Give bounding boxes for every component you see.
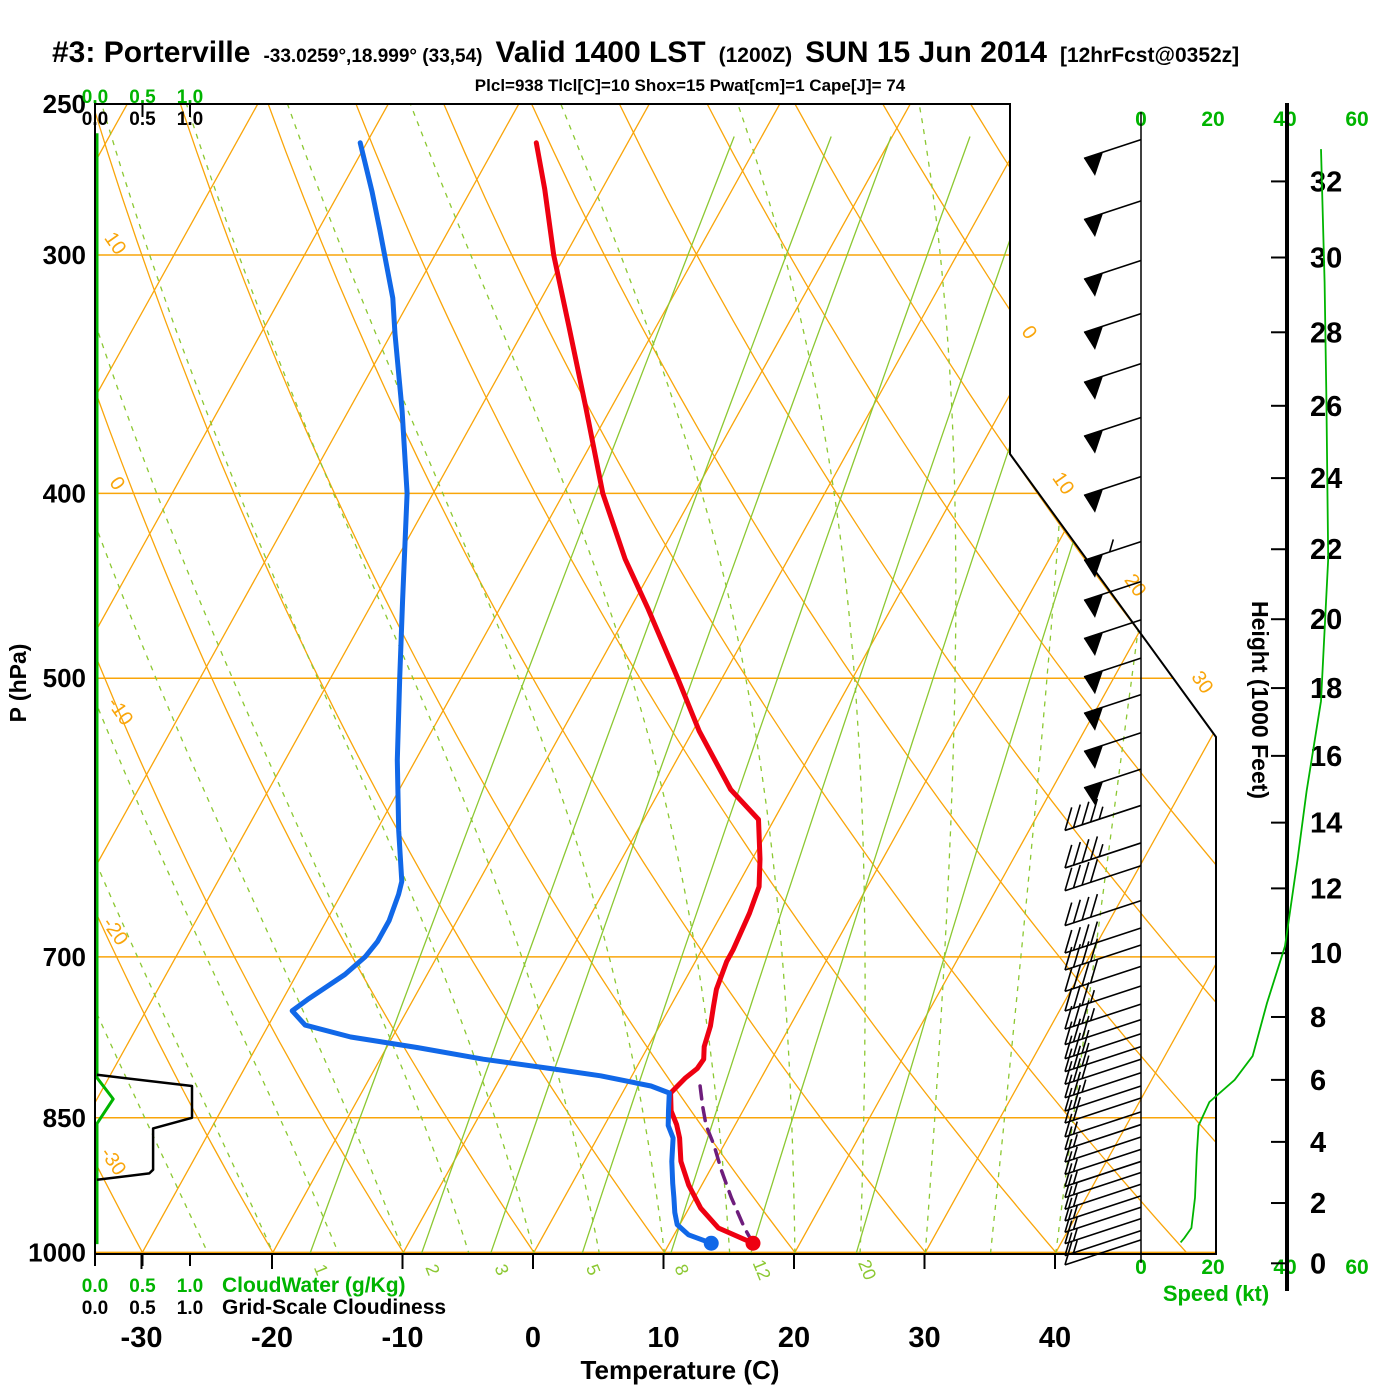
stability-params: Plcl=938 Tlcl[C]=10 Shox=15 Pwat[cm]=1 C… xyxy=(474,76,906,95)
svg-text:20: 20 xyxy=(1120,570,1151,601)
svg-text:40: 40 xyxy=(1039,1322,1071,1354)
wind-speed-curve xyxy=(1179,149,1330,1243)
svg-text:-20: -20 xyxy=(98,913,133,949)
svg-text:10: 10 xyxy=(647,1322,679,1354)
svg-text:400: 400 xyxy=(43,478,86,508)
svg-text:250: 250 xyxy=(43,89,86,119)
svg-text:8: 8 xyxy=(671,1261,693,1278)
svg-text:850: 850 xyxy=(43,1103,86,1133)
chart-title: #3: Porterville -33.0259°,18.999° (33,54… xyxy=(52,36,1239,70)
svg-text:18: 18 xyxy=(1310,673,1342,705)
svg-text:5: 5 xyxy=(582,1261,604,1278)
svg-text:20: 20 xyxy=(854,1257,880,1283)
sounding-curves xyxy=(289,140,763,1251)
svg-text:1.0: 1.0 xyxy=(177,1276,203,1297)
station-coords: -33.0259°,18.999° (33,54) xyxy=(263,46,483,67)
svg-text:20: 20 xyxy=(778,1322,810,1354)
temperature-curve xyxy=(533,140,763,1246)
valid-date: SUN 15 Jun 2014 xyxy=(805,36,1047,69)
svg-text:60: 60 xyxy=(1345,1256,1368,1279)
svg-text:22: 22 xyxy=(1310,534,1342,566)
svg-text:32: 32 xyxy=(1310,166,1342,198)
svg-text:10: 10 xyxy=(1310,938,1342,970)
svg-text:0.5: 0.5 xyxy=(129,87,156,108)
cloudwater-axis-label: CloudWater (g/Kg) xyxy=(222,1274,406,1297)
svg-text:0.5: 0.5 xyxy=(129,109,156,130)
surface-temp-dot xyxy=(745,1235,761,1251)
cloudiness-profile xyxy=(96,1073,194,1181)
svg-text:20: 20 xyxy=(1201,1256,1224,1279)
svg-text:0: 0 xyxy=(525,1322,541,1354)
cloudiness-axis-label: Grid-Scale Cloudiness xyxy=(222,1296,446,1319)
svg-text:30: 30 xyxy=(1310,243,1342,275)
svg-text:16: 16 xyxy=(1310,741,1342,773)
height-axis-label: Height (1000 Feet) xyxy=(1247,601,1273,799)
dewpoint-curve xyxy=(289,140,714,1246)
temp-axis-label: Temperature (C) xyxy=(581,1355,780,1385)
svg-text:60: 60 xyxy=(1345,108,1368,131)
svg-text:12: 12 xyxy=(1310,873,1342,905)
svg-text:1000: 1000 xyxy=(28,1237,86,1267)
speed-axis-label: Speed (kt) xyxy=(1163,1281,1269,1306)
svg-text:3: 3 xyxy=(491,1261,513,1278)
svg-text:1.0: 1.0 xyxy=(177,109,203,130)
svg-text:6: 6 xyxy=(1310,1065,1326,1097)
station-name: #3: Porterville xyxy=(52,36,251,69)
svg-text:700: 700 xyxy=(43,942,86,972)
wind-barbs xyxy=(1064,112,1330,1266)
svg-text:1.0: 1.0 xyxy=(177,1298,203,1319)
valid-zulu: (1200Z) xyxy=(718,44,793,67)
svg-text:0: 0 xyxy=(105,473,129,495)
svg-text:12: 12 xyxy=(749,1257,775,1283)
svg-text:-10: -10 xyxy=(382,1322,424,1354)
cloudwater-profile xyxy=(95,133,115,1245)
svg-text:0.0: 0.0 xyxy=(82,109,108,130)
svg-text:20: 20 xyxy=(1201,108,1224,131)
svg-text:30: 30 xyxy=(1187,667,1218,698)
svg-text:0: 0 xyxy=(1135,1256,1147,1279)
valid-time: Valid 1400 LST xyxy=(495,36,706,69)
forecast-tag: [12hrFcst@0352z] xyxy=(1059,44,1240,67)
svg-text:4: 4 xyxy=(1310,1127,1326,1159)
svg-text:8: 8 xyxy=(1310,1002,1326,1034)
svg-text:14: 14 xyxy=(1310,808,1342,840)
svg-text:2: 2 xyxy=(1310,1188,1326,1220)
svg-text:1.0: 1.0 xyxy=(177,87,203,108)
surface-dewpoint-dot xyxy=(703,1235,719,1251)
svg-text:0.0: 0.0 xyxy=(82,87,108,108)
svg-text:300: 300 xyxy=(43,240,86,270)
svg-text:10: 10 xyxy=(1048,468,1079,499)
svg-text:30: 30 xyxy=(908,1322,940,1354)
pressure-axis-label: P (hPa) xyxy=(5,644,31,723)
svg-text:0.0: 0.0 xyxy=(82,1298,108,1319)
svg-text:0: 0 xyxy=(1017,322,1041,344)
cloud-profiles xyxy=(95,133,194,1245)
parcel-curve xyxy=(697,1081,755,1245)
svg-text:24: 24 xyxy=(1310,463,1342,495)
svg-text:0.0: 0.0 xyxy=(82,1276,108,1297)
svg-text:0: 0 xyxy=(1310,1248,1326,1280)
svg-text:500: 500 xyxy=(43,663,86,693)
svg-text:0.5: 0.5 xyxy=(129,1298,156,1319)
svg-text:0.5: 0.5 xyxy=(129,1276,156,1297)
svg-text:-30: -30 xyxy=(121,1322,163,1354)
plot-border xyxy=(94,103,1217,1269)
svg-text:-10: -10 xyxy=(103,693,138,729)
svg-text:-20: -20 xyxy=(251,1322,293,1354)
svg-text:2: 2 xyxy=(421,1261,443,1278)
